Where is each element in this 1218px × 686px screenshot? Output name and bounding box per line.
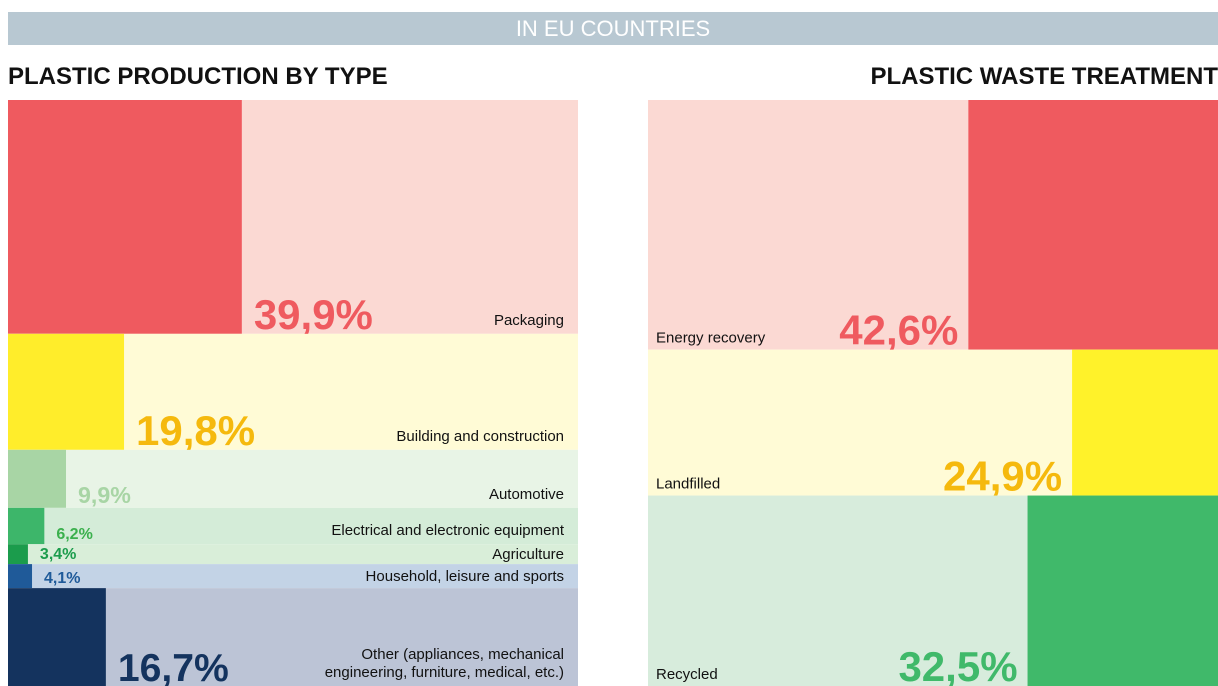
panel-title: PLASTIC WASTE TREATMENT bbox=[870, 63, 1218, 90]
value-label: 3,4% bbox=[40, 546, 76, 563]
value-label: 9,9% bbox=[78, 482, 131, 508]
value-square bbox=[8, 564, 33, 589]
row-bg bbox=[8, 544, 578, 565]
category-label: Packaging bbox=[494, 312, 564, 329]
category-label: Recycled bbox=[656, 666, 718, 683]
category-label: Landfilled bbox=[656, 476, 720, 493]
panel-title: PLASTIC PRODUCTION BY TYPE bbox=[8, 63, 388, 90]
category-label: Building and construction bbox=[396, 428, 564, 445]
value-square bbox=[8, 588, 106, 686]
value-label: 32,5% bbox=[898, 643, 1017, 686]
row-bg bbox=[8, 564, 578, 589]
category-label: Electrical and electronic equipment bbox=[331, 522, 564, 539]
value-square bbox=[968, 100, 1218, 350]
value-label: 4,1% bbox=[44, 570, 80, 587]
value-label: 6,2% bbox=[56, 526, 92, 543]
value-square bbox=[1027, 495, 1218, 686]
row-bg bbox=[8, 449, 578, 508]
value-square bbox=[8, 449, 67, 508]
banner-bg bbox=[8, 12, 1218, 45]
category-label: Agriculture bbox=[492, 546, 564, 563]
value-label: 39,9% bbox=[254, 291, 373, 338]
category-label: Household, leisure and sports bbox=[366, 568, 564, 585]
value-label: 19,8% bbox=[136, 407, 255, 454]
value-square bbox=[1072, 349, 1218, 496]
value-label: 42,6% bbox=[839, 307, 958, 354]
row-bg bbox=[8, 507, 578, 545]
banner: IN EU COUNTRIES bbox=[516, 16, 710, 41]
value-square bbox=[8, 507, 45, 545]
category-label: Energy recovery bbox=[656, 330, 766, 347]
value-square bbox=[8, 100, 242, 334]
value-label: 16,7% bbox=[118, 647, 229, 686]
value-square bbox=[8, 544, 28, 565]
category-label: Automotive bbox=[489, 486, 564, 503]
category-label: Other (appliances, mechanical engineering… bbox=[325, 646, 564, 681]
value-label: 24,9% bbox=[943, 453, 1062, 500]
value-square bbox=[8, 333, 125, 450]
